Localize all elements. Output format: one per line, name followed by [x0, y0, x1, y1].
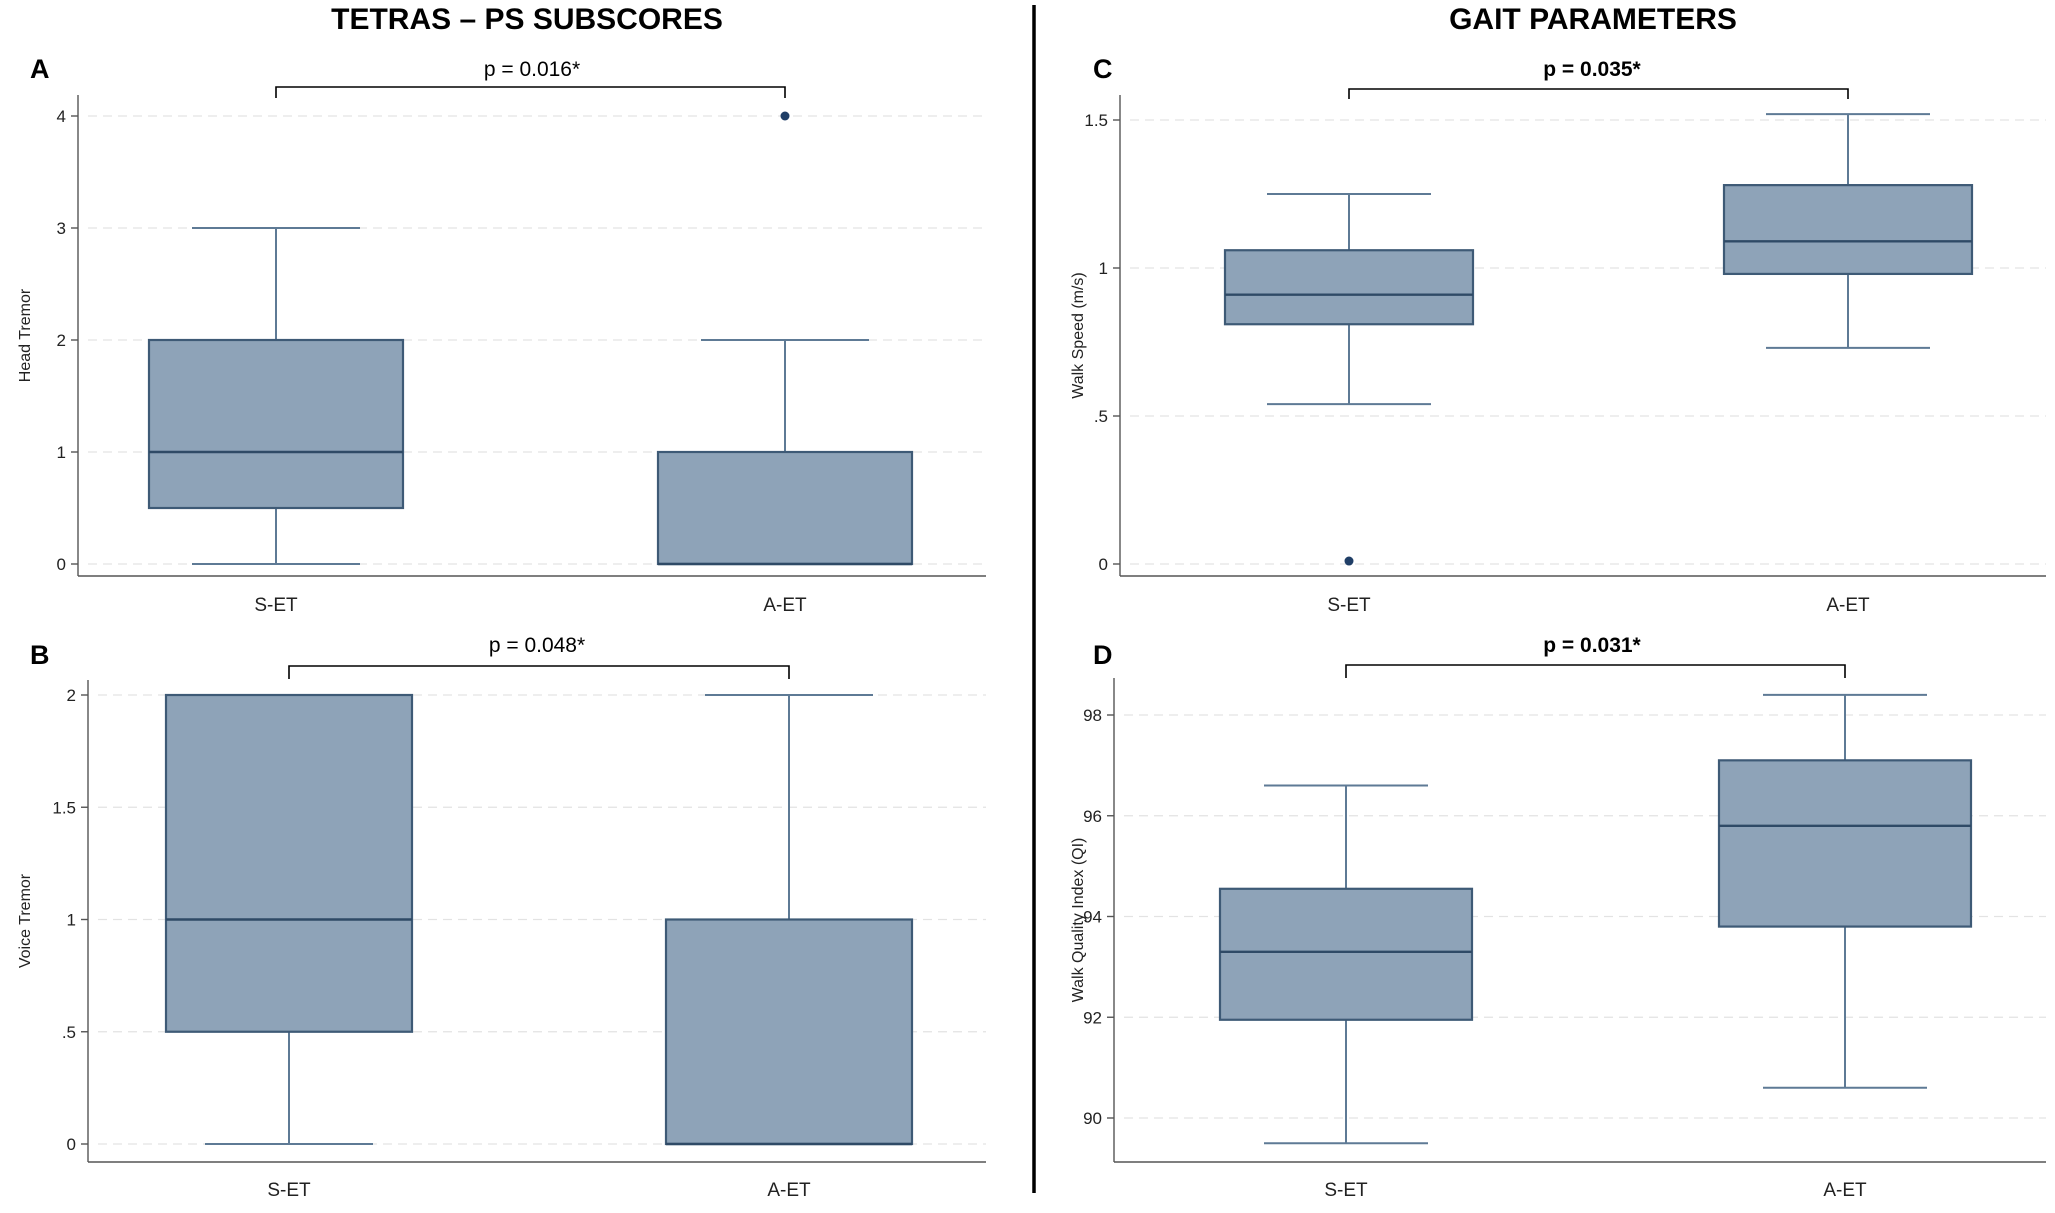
- x-category-label: A-ET: [1823, 1180, 1867, 1201]
- y-tick-label: 1: [57, 443, 66, 462]
- y-tick-label: 1.5: [1084, 111, 1108, 130]
- x-category-label: A-ET: [767, 1180, 811, 1201]
- panel-d: D 90 92 94 96 98 Walk Quality Index (QI) S-ET A-…: [1070, 634, 2046, 1201]
- x-category-label: S-ET: [1324, 1180, 1368, 1201]
- y-tick-label: 94: [1083, 908, 1102, 927]
- y-tick-label: 96: [1083, 807, 1102, 826]
- p-value-label: p = 0.035*: [1543, 58, 1641, 81]
- y-tick-label: 3: [57, 219, 66, 238]
- x-category-label: S-ET: [1327, 595, 1371, 616]
- iqr-box: [1218, 887, 1474, 1021]
- panels: A 0 1 2 3 4 Head Tremor S-ET A-ET p = 0.016* B 0 .5 1…: [17, 54, 2046, 1201]
- box-a-et: A-ET: [1717, 693, 1973, 1201]
- significance-bracket: [1348, 88, 1849, 99]
- left-header: TETRAS – PS SUBSCORES: [331, 3, 723, 36]
- x-category-label: A-ET: [1826, 595, 1870, 616]
- box-a-et: A-ET: [656, 111, 914, 616]
- y-axis-label: Head Tremor: [17, 288, 34, 382]
- p-value-label: p = 0.016*: [484, 58, 580, 81]
- iqr-box: [1717, 759, 1973, 928]
- x-category-label: S-ET: [267, 1180, 311, 1201]
- p-value-label: p = 0.048*: [489, 634, 585, 657]
- y-tick-label: .5: [62, 1023, 76, 1042]
- y-axis-label: Walk Speed (m/s): [1070, 272, 1087, 399]
- y-axis-label: Voice Tremor: [17, 873, 34, 968]
- y-tick-label: 0: [1099, 555, 1108, 574]
- y-tick-label: 4: [57, 107, 66, 126]
- y-tick-label: .5: [1094, 407, 1108, 426]
- panel-label: B: [30, 640, 50, 670]
- panel-c: C 0 .5 1 1.5 Walk Speed (m/s) S-ET A-ET p = 0.03…: [1070, 54, 2046, 616]
- x-category-label: A-ET: [763, 595, 807, 616]
- panel-a: A 0 1 2 3 4 Head Tremor S-ET A-ET p = 0.016*: [17, 54, 986, 616]
- significance-bracket: [1345, 664, 1846, 678]
- y-tick-label: 0: [57, 555, 66, 574]
- y-axis-label: Walk Quality Index (QI): [1070, 838, 1087, 1003]
- box-s-et: S-ET: [147, 227, 405, 616]
- outlier-point: [1344, 556, 1354, 566]
- y-tick-label: 98: [1083, 706, 1102, 725]
- y-tick-label: 2: [57, 331, 66, 350]
- y-tick-label: 90: [1083, 1109, 1102, 1128]
- panel-b: B 0 .5 1 1.5 2 Voice Tremor S-ET A-ET p = 0.048*: [17, 634, 986, 1201]
- right-header: GAIT PARAMETERS: [1449, 3, 1737, 36]
- y-tick-label: 2: [67, 686, 76, 705]
- box-a-et: A-ET: [664, 694, 914, 1201]
- box-s-et: S-ET: [1223, 193, 1475, 616]
- panel-label: C: [1093, 54, 1113, 84]
- iqr-box: [664, 918, 914, 1146]
- y-tick-label: 1.5: [52, 798, 76, 817]
- p-value-label: p = 0.031*: [1543, 634, 1641, 657]
- panel-label: A: [30, 54, 50, 84]
- iqr-box: [147, 338, 405, 510]
- x-category-label: S-ET: [254, 595, 298, 616]
- y-tick-label: 0: [67, 1135, 76, 1154]
- significance-bracket: [288, 665, 790, 679]
- box-s-et: S-ET: [164, 693, 414, 1201]
- iqr-box: [1223, 249, 1475, 326]
- y-tick-label: 1: [67, 911, 76, 930]
- y-tick-label: 1: [1099, 259, 1108, 278]
- box-s-et: S-ET: [1218, 784, 1474, 1201]
- iqr-box: [656, 450, 914, 566]
- y-tick-label: 92: [1083, 1008, 1102, 1027]
- significance-bracket: [275, 86, 786, 98]
- outlier-point: [780, 111, 790, 121]
- panel-label: D: [1093, 640, 1113, 670]
- iqr-box: [164, 693, 414, 1033]
- iqr-box: [1722, 184, 1974, 276]
- box-a-et: A-ET: [1722, 113, 1974, 616]
